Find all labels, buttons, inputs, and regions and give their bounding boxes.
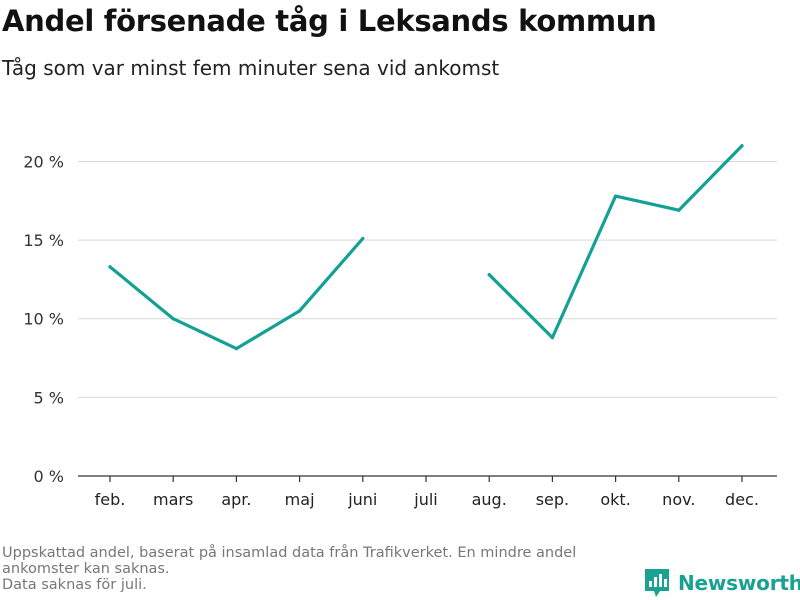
- x-tick-label: juli: [413, 490, 437, 509]
- data-point: [550, 336, 555, 340]
- data-point: [234, 347, 238, 351]
- chart-title: Andel försenade tåg i Leksands kommun: [2, 4, 657, 38]
- data-point: [740, 144, 744, 148]
- footnote-line-source: Uppskattad andel, baserat på insamlad da…: [2, 545, 577, 577]
- data-point: [487, 273, 491, 277]
- brand-logo: Newsworthy: [644, 568, 800, 598]
- data-point: [677, 208, 681, 212]
- chart-subtitle: Tåg som var minst fem minuter sena vid a…: [2, 56, 500, 80]
- x-tick-label: apr.: [221, 490, 251, 509]
- data-point: [614, 194, 618, 198]
- y-tick-label: 5 %: [34, 388, 64, 407]
- data-point: [361, 236, 365, 241]
- x-tick-label: aug.: [472, 490, 507, 509]
- x-tick-label: feb.: [95, 490, 126, 509]
- brand-name: Newsworthy: [678, 571, 800, 595]
- x-tick-label: sep.: [536, 490, 569, 509]
- x-tick-label: mars: [153, 490, 193, 509]
- x-tick-label: dec.: [725, 490, 759, 509]
- y-tick-label: 20 %: [23, 152, 64, 171]
- y-tick-label: 10 %: [23, 310, 64, 329]
- newsworthy-logo-icon: [645, 569, 669, 597]
- footnote-line-missing-data: Data saknas för juli.: [2, 577, 147, 593]
- x-tick-label: okt.: [600, 490, 630, 509]
- footnote: Uppskattad andel, baserat på insamlad da…: [2, 545, 632, 593]
- y-tick-label: 0 %: [34, 467, 64, 486]
- x-tick-label: nov.: [662, 490, 695, 509]
- y-tick-label: 15 %: [23, 231, 64, 250]
- series-line-segment: [487, 144, 744, 340]
- x-tick-label: maj: [285, 490, 315, 509]
- data-point: [108, 265, 112, 269]
- series-line-segment: [108, 236, 365, 351]
- data-point: [298, 309, 302, 313]
- x-tick-label: juni: [347, 490, 377, 509]
- data-point: [171, 317, 175, 321]
